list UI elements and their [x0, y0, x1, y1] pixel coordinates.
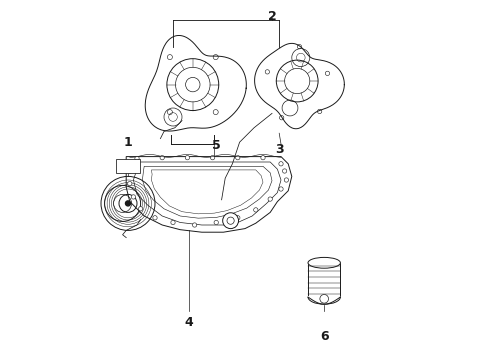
Circle shape: [153, 216, 157, 220]
Circle shape: [268, 197, 272, 201]
Circle shape: [160, 156, 164, 160]
Circle shape: [236, 216, 240, 220]
Polygon shape: [126, 157, 292, 232]
Circle shape: [279, 162, 283, 166]
Text: 5: 5: [212, 139, 220, 152]
Circle shape: [135, 156, 139, 161]
Circle shape: [127, 161, 132, 165]
Text: 6: 6: [320, 330, 328, 343]
Bar: [117, 159, 140, 173]
Circle shape: [127, 169, 132, 173]
Circle shape: [171, 220, 175, 225]
Text: 3: 3: [275, 143, 284, 156]
Circle shape: [254, 208, 258, 212]
Polygon shape: [308, 297, 341, 304]
Circle shape: [210, 156, 215, 160]
Circle shape: [261, 156, 265, 160]
Text: 4: 4: [185, 316, 194, 329]
Bar: [308, 263, 341, 297]
Polygon shape: [145, 36, 246, 131]
Circle shape: [139, 207, 143, 211]
Circle shape: [131, 195, 136, 199]
Circle shape: [185, 156, 190, 160]
Circle shape: [193, 223, 197, 227]
Text: 1: 1: [123, 136, 132, 149]
Polygon shape: [255, 43, 344, 129]
Circle shape: [284, 178, 289, 182]
Circle shape: [214, 220, 219, 225]
Circle shape: [279, 187, 283, 191]
Circle shape: [125, 201, 130, 206]
Circle shape: [222, 213, 239, 229]
Circle shape: [236, 156, 240, 160]
Circle shape: [320, 294, 328, 303]
Circle shape: [127, 181, 132, 186]
Text: 2: 2: [268, 10, 276, 23]
Ellipse shape: [308, 257, 341, 268]
Circle shape: [282, 169, 287, 173]
